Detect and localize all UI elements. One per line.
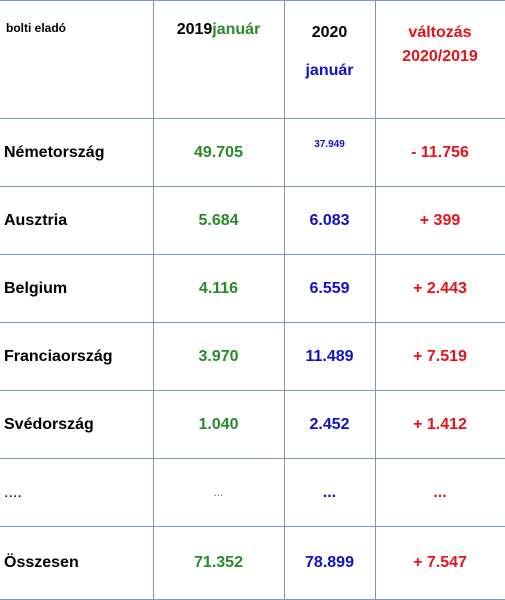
value-2019: 3.970 xyxy=(152,322,284,391)
value-2020: 2.452 xyxy=(283,390,375,459)
header-change-line1: változás xyxy=(408,24,472,41)
value-2019: 1.040 xyxy=(152,390,284,459)
value-2019: 4.116 xyxy=(152,254,284,323)
total-2020: 78.899 xyxy=(283,526,375,600)
value-change: + 1.412 xyxy=(374,390,505,459)
value-2020: 6.083 xyxy=(283,186,375,255)
value-2019: 49.705 xyxy=(152,118,284,187)
value-2019: ... xyxy=(152,458,284,527)
country-label: Franciaország xyxy=(0,322,153,391)
value-change: - 11.756 xyxy=(374,118,505,187)
value-change: ... xyxy=(374,458,505,527)
header-row: bolti eladó 2019január 2020 január változ… xyxy=(0,0,505,119)
header-change-line2: 2020/2019 xyxy=(402,48,478,65)
table-row: .... ... ... ... xyxy=(0,458,505,527)
header-change: változás 2020/2019 xyxy=(374,0,505,119)
value-change: + 2.443 xyxy=(374,254,505,323)
header-2019-year: 2019 xyxy=(176,21,213,38)
value-change: + 7.519 xyxy=(374,322,505,391)
value-2020: 11.489 xyxy=(283,322,375,391)
table-row: Svédország 1.040 2.452 + 1.412 xyxy=(0,390,505,459)
table-row: Franciaország 3.970 11.489 + 7.519 xyxy=(0,322,505,391)
header-2019: 2019január xyxy=(152,0,284,119)
country-label: Belgium xyxy=(0,254,153,323)
table-row: Ausztria 5.684 6.083 + 399 xyxy=(0,186,505,255)
value-2019: 5.684 xyxy=(152,186,284,255)
value-2020: 6.559 xyxy=(283,254,375,323)
country-label: .... xyxy=(0,458,153,527)
header-label: bolti eladó xyxy=(0,0,153,119)
header-2020-year: 2020 xyxy=(311,24,348,41)
header-2019-month: január xyxy=(212,21,261,38)
value-change: + 399 xyxy=(374,186,505,255)
total-row: Összesen 71.352 78.899 + 7.547 xyxy=(0,526,505,600)
country-label: Németország xyxy=(0,118,153,187)
country-label: Ausztria xyxy=(0,186,153,255)
table-row: Belgium 4.116 6.559 + 2.443 xyxy=(0,254,505,323)
table-row: Németország 49.705 37.949 - 11.756 xyxy=(0,118,505,187)
total-change: + 7.547 xyxy=(374,526,505,600)
value-2020: ... xyxy=(283,458,375,527)
value-2020: 37.949 xyxy=(283,118,375,187)
header-2020-month: január xyxy=(305,62,354,79)
header-2020: 2020 január xyxy=(283,0,375,119)
country-label: Svédország xyxy=(0,390,153,459)
total-label: Összesen xyxy=(0,526,153,600)
total-2019: 71.352 xyxy=(152,526,284,600)
